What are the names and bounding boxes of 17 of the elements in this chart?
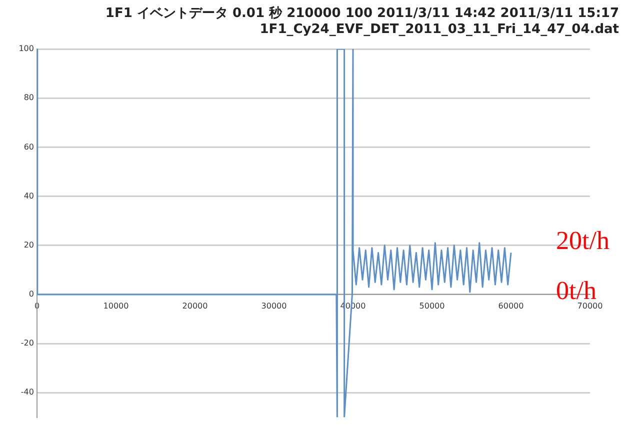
chart-subtitle: 1F1_Cy24_EVF_DET_2011_03_11_Fri_14_47_04.dat [260,22,619,37]
x-tick-label: 50000 [419,301,445,310]
x-tick-label: 10000 [103,301,129,310]
annotation: 20t/h [556,226,610,256]
y-tick-label: 20 [24,240,34,250]
y-tick-label: 60 [24,142,34,152]
x-tick-label: 20000 [182,301,208,310]
y-tick-label: 100 [18,44,34,54]
chart-title: 1F1 イベントデータ 0.01 秒 210000 100 2011/3/11 14:42 2011/3/11 15:17 [105,5,619,22]
x-tick-label: 60000 [498,301,524,310]
y-tick-label: 40 [24,191,34,200]
x-tick-label: 70000 [577,301,603,310]
y-tick-label: 0 [28,290,34,299]
y-tick-label: -20 [20,338,34,348]
x-tick-label: 30000 [261,301,287,310]
y-tick-label: -40 [20,388,34,397]
y-tick-label: 80 [24,93,34,102]
